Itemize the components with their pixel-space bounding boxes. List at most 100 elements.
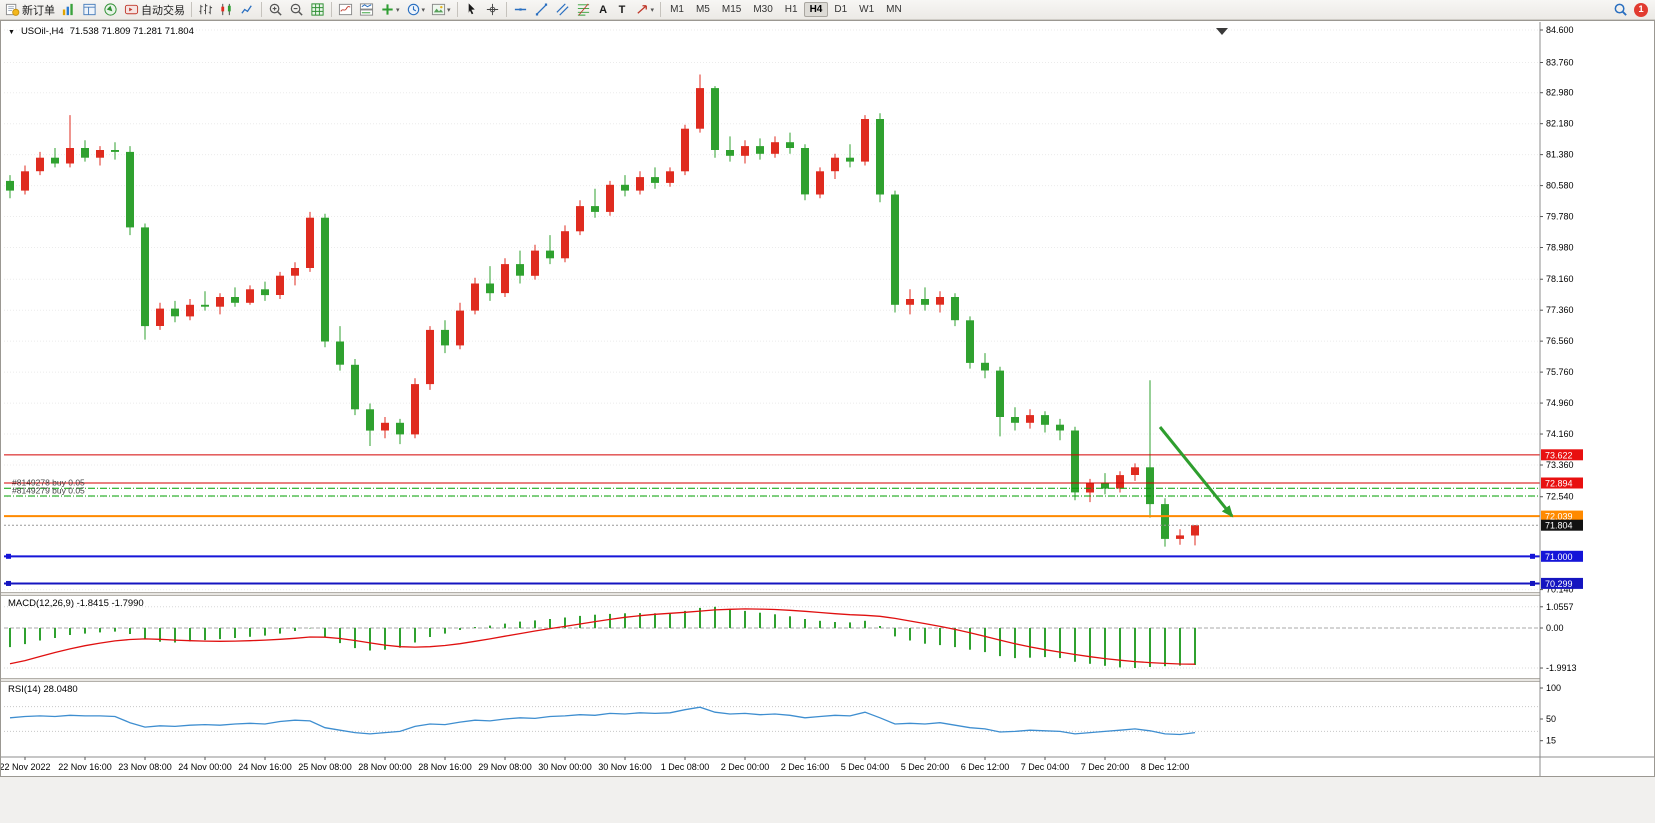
candle-body xyxy=(1101,482,1109,489)
trend-arrow[interactable] xyxy=(1158,426,1234,518)
candle-body xyxy=(126,151,134,228)
price-axis-label: 82.980 xyxy=(1546,88,1574,98)
candle-body xyxy=(801,148,809,195)
timeframe-w1-button[interactable]: W1 xyxy=(859,4,875,15)
new-order-button[interactable]: 新订单 xyxy=(3,1,57,18)
timeframe-d1-button[interactable]: D1 xyxy=(834,4,848,15)
time-axis-label: 5 Dec 04:00 xyxy=(841,762,890,772)
panel-separator[interactable] xyxy=(0,678,1655,682)
candlestick-series xyxy=(6,74,1199,547)
one-click-trading-arrow-icon[interactable]: ▼ xyxy=(8,29,15,36)
zoom-in-button[interactable] xyxy=(266,1,285,18)
candle-body xyxy=(156,308,164,326)
candlestick-chart-button[interactable] xyxy=(217,1,236,18)
candle-body xyxy=(81,148,89,158)
price-axis-label: 76.560 xyxy=(1546,336,1574,346)
time-axis[interactable] xyxy=(0,757,1655,776)
timeframe-m1-button[interactable]: M1 xyxy=(670,4,684,15)
fibonacci-button[interactable] xyxy=(574,1,593,18)
bar-chart-button[interactable] xyxy=(196,1,215,18)
toolbar-separator xyxy=(261,2,262,17)
macd-axis-label: -1.9913 xyxy=(1546,663,1577,673)
timeframe-h1-button[interactable]: H1 xyxy=(784,4,798,15)
timeframe-m5-button[interactable]: M5 xyxy=(695,4,710,15)
channel-button[interactable] xyxy=(553,1,572,18)
price-axis-label: 72.540 xyxy=(1546,492,1574,502)
timeframe-mn-button[interactable]: MN xyxy=(886,4,902,15)
candle-body xyxy=(651,177,659,183)
indicators-button[interactable] xyxy=(336,1,355,18)
line-anchor[interactable] xyxy=(1530,553,1535,559)
price-tag-label: 72.039 xyxy=(1545,512,1573,522)
timeframe-m15-button[interactable]: M15 xyxy=(721,4,742,15)
price-tag xyxy=(1541,449,1583,461)
market-watch-button[interactable] xyxy=(59,1,78,18)
indicator-windows-button[interactable] xyxy=(357,1,376,18)
candle-body xyxy=(1131,467,1139,475)
channel-icon xyxy=(555,2,570,17)
price-tag-label: 71.000 xyxy=(1545,552,1573,562)
time-axis-label: 5 Dec 20:00 xyxy=(901,762,950,772)
price-axis-label: 78.980 xyxy=(1546,243,1574,253)
grid-button[interactable] xyxy=(308,1,327,18)
indicators-icon xyxy=(338,2,353,17)
time-axis-label: 22 Nov 2022 xyxy=(0,762,51,772)
chart-ohlc-header: ▼ USOil-,H4 71.538 71.809 71.281 71.804 xyxy=(8,26,194,37)
candle-body xyxy=(1026,415,1034,423)
auto-trading-button[interactable]: 自动交易 xyxy=(122,1,187,18)
navigator-button[interactable] xyxy=(101,1,120,18)
timeframe-m30-button[interactable]: M30 xyxy=(753,4,773,15)
candle-body xyxy=(666,171,674,183)
fibonacci-icon xyxy=(576,2,591,17)
indicator-windows-icon xyxy=(359,2,374,17)
panel-separator[interactable] xyxy=(0,592,1655,596)
line-chart-button[interactable] xyxy=(238,1,257,18)
cursor-button[interactable] xyxy=(462,1,481,18)
macd-axis-label: 1.0557 xyxy=(1546,602,1574,612)
template-icon xyxy=(431,2,446,17)
candle-body xyxy=(366,409,374,431)
candle-body xyxy=(351,364,359,410)
notification-badge[interactable]: 1 xyxy=(1634,2,1648,17)
text-button[interactable]: A xyxy=(595,1,612,18)
chart-plot-area[interactable] xyxy=(4,22,1540,592)
periods-button[interactable]: ▾ xyxy=(404,1,428,18)
label-button[interactable]: T xyxy=(614,1,631,18)
price-tag xyxy=(1541,510,1583,522)
price-axis[interactable] xyxy=(1540,20,1655,777)
search-icon[interactable] xyxy=(1613,2,1628,17)
line-anchor[interactable] xyxy=(6,553,11,559)
candle-body xyxy=(426,329,434,385)
position-label: #8149278 buy 0.05 xyxy=(12,478,85,488)
price-axis-label: 84.600 xyxy=(1546,25,1574,35)
arrows-button[interactable]: ▾ xyxy=(633,1,657,18)
candle-body xyxy=(306,217,314,268)
data-window-icon xyxy=(82,2,97,17)
horizontal-line-button[interactable] xyxy=(511,1,530,18)
candle-body xyxy=(816,171,824,195)
status-strip xyxy=(0,777,1655,823)
candle-body xyxy=(696,88,704,129)
template-button[interactable]: ▾ xyxy=(429,1,453,18)
zoom-out-icon xyxy=(289,2,304,17)
line-anchor[interactable] xyxy=(6,580,11,586)
candle-body xyxy=(336,341,344,365)
price-tag-label: 72.894 xyxy=(1545,479,1573,489)
zoom-out-button[interactable] xyxy=(287,1,306,18)
price-axis-label: 78.160 xyxy=(1546,274,1574,284)
chart-shift-marker[interactable] xyxy=(1216,28,1228,35)
time-axis-label: 24 Nov 16:00 xyxy=(238,762,292,772)
data-window-button[interactable] xyxy=(80,1,99,18)
crosshair-button[interactable] xyxy=(483,1,502,18)
trendline-button[interactable] xyxy=(532,1,551,18)
add-object-button[interactable]: ▾ xyxy=(378,1,402,18)
candle-body xyxy=(441,329,449,346)
horizontal-line-icon xyxy=(513,2,528,17)
rsi-panel[interactable] xyxy=(4,682,1540,757)
line-chart-icon xyxy=(240,2,255,17)
timeframe-h4-button[interactable]: H4 xyxy=(803,2,829,17)
price-axis-label: 74.160 xyxy=(1546,429,1574,439)
macd-panel[interactable] xyxy=(4,596,1540,678)
line-anchor[interactable] xyxy=(1530,580,1535,586)
candle-body xyxy=(726,150,734,156)
